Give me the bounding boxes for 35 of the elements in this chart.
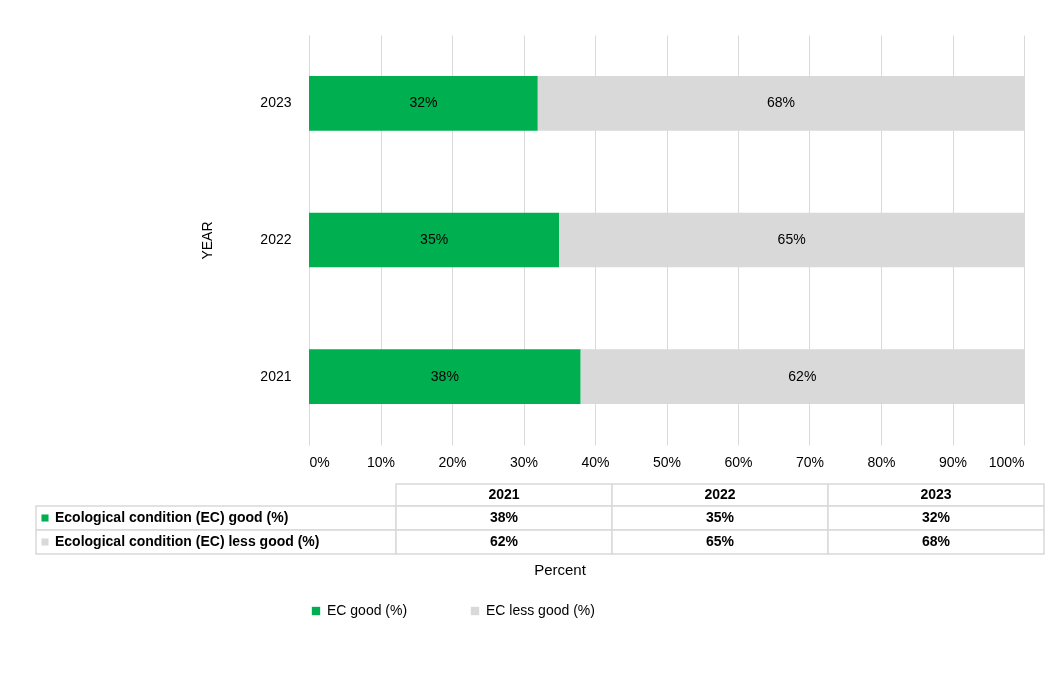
x-tick-label: 60%	[724, 453, 753, 470]
x-tick-label: 30%	[509, 453, 539, 470]
data-label: 62%	[788, 367, 817, 384]
category-label: 2022	[704, 486, 736, 502]
y-tick-label: 2021	[260, 367, 292, 384]
x-tick-label: 20%	[438, 453, 467, 470]
text: 38%	[489, 509, 519, 525]
x-tick-label: 50%	[652, 453, 682, 470]
text: Ecological condition (EC) less good (%)	[55, 533, 320, 549]
legend-label: EC good (%)	[327, 602, 408, 618]
text: 68%	[921, 533, 951, 549]
data-label: 68%	[766, 94, 795, 111]
category-label: 2023	[920, 486, 952, 502]
data-label: 65%	[777, 231, 806, 247]
text: 62%	[489, 533, 519, 549]
x-tick-label: 40%	[581, 453, 610, 470]
y-axis-title: YEAR	[199, 221, 216, 260]
x-tick-label: 0%	[309, 453, 330, 470]
legend-label: EC less good (%)	[486, 602, 595, 618]
category-label: 2021	[488, 486, 520, 502]
y-tick-label: 2022	[260, 231, 292, 247]
y-tick-label: 2023	[260, 94, 292, 111]
data-label: 38%	[430, 367, 459, 384]
text: 35%	[705, 509, 735, 525]
text: Percent	[534, 561, 587, 578]
x-tick-label: 90%	[938, 453, 968, 470]
x-tick-label: 100%	[988, 453, 1025, 470]
x-tick-label: 10%	[366, 453, 396, 470]
data-label: 32%	[409, 94, 438, 111]
text: 65%	[705, 533, 735, 549]
text: Ecological condition (EC) good (%)	[55, 509, 289, 525]
x-tick-label: 80%	[867, 453, 896, 470]
data-label: 35%	[420, 231, 449, 247]
text: 32%	[921, 509, 951, 525]
x-tick-label: 70%	[795, 453, 825, 470]
